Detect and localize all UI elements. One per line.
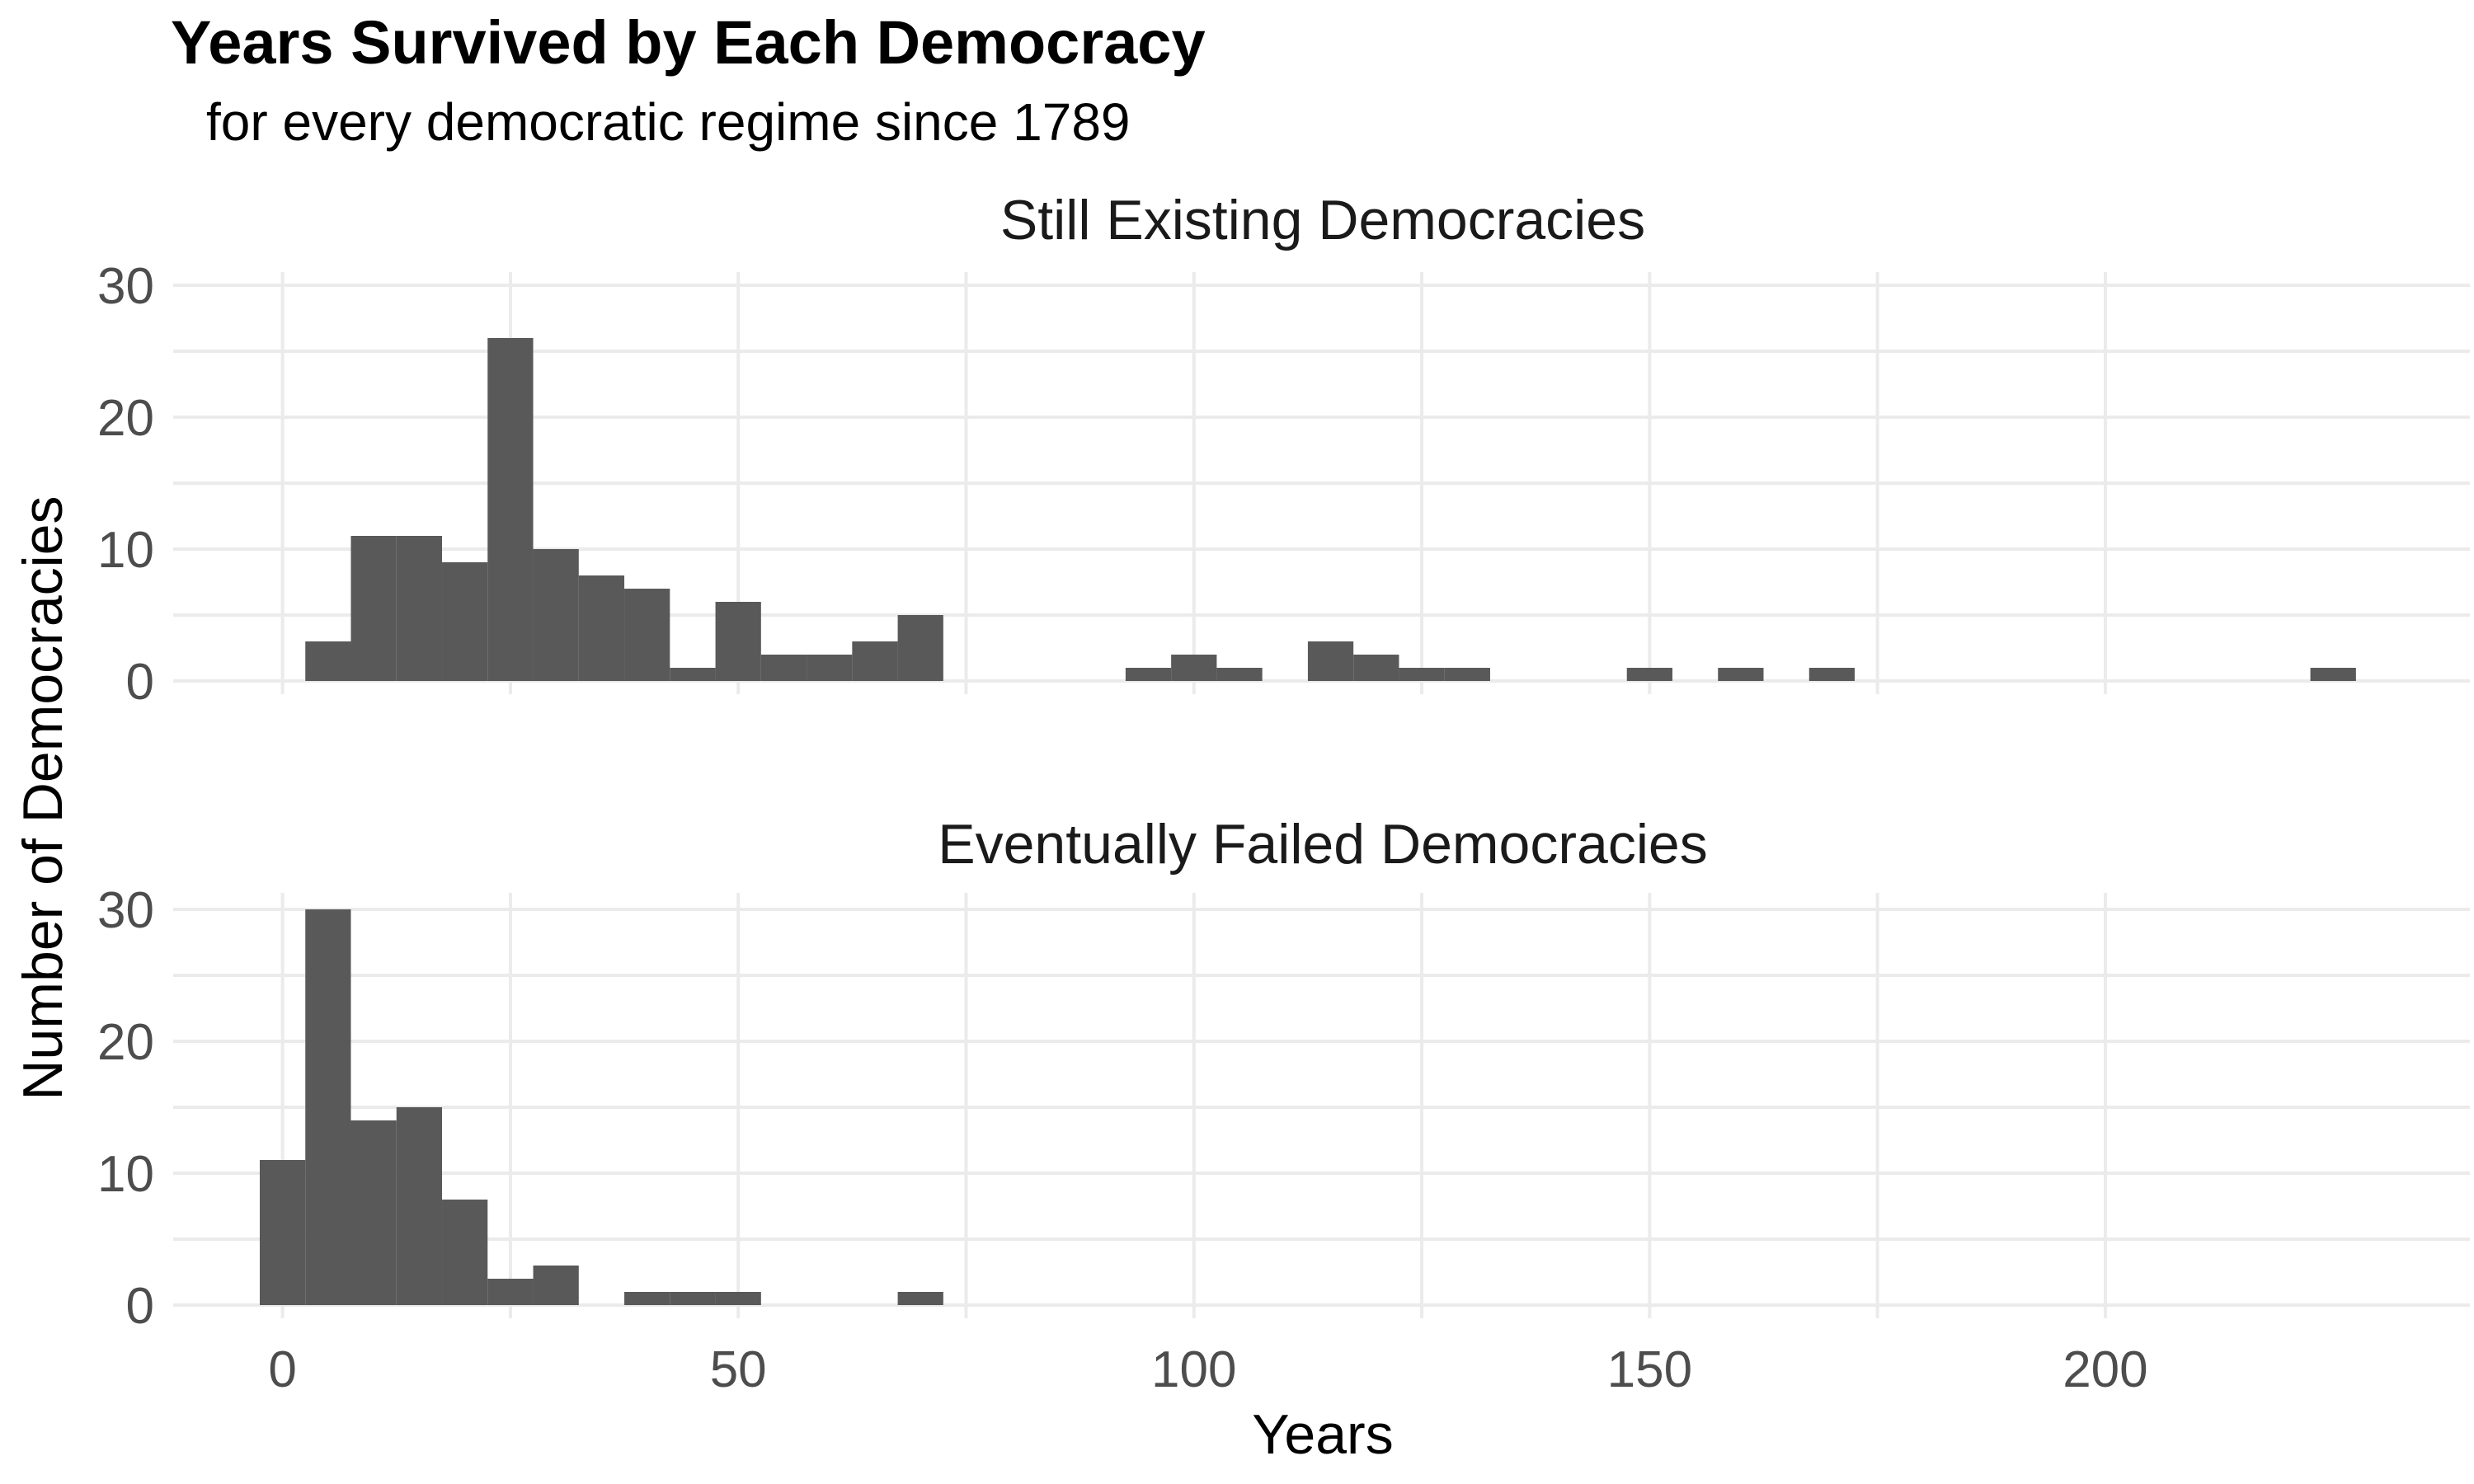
y-tick-label: 0 [126, 654, 154, 711]
histogram-bar [578, 575, 625, 681]
y-tick-label: 30 [97, 882, 154, 939]
histogram-bar [670, 1292, 716, 1305]
histogram-bar [1444, 668, 1490, 681]
histogram-bar [1125, 668, 1172, 681]
histogram-bar [1307, 641, 1354, 681]
histogram-bar [396, 536, 443, 681]
panel-still-existing: Still Existing Democracies 0 10 20 30 [97, 189, 2470, 711]
y-tick-label: 20 [97, 390, 154, 447]
histogram-bar [1171, 655, 1217, 681]
histogram-bar [2310, 668, 2356, 681]
panel-eventually-failed-bars [259, 909, 943, 1305]
histogram-bar [350, 536, 397, 681]
histogram-bar [624, 1292, 670, 1305]
histogram-bar [1399, 668, 1445, 681]
panel-eventually-failed-y-ticks: 0 10 20 30 [97, 882, 154, 1335]
histogram-bar [442, 562, 488, 681]
panel-eventually-failed-grid [173, 893, 2470, 1318]
strip-label-eventually-failed: Eventually Failed Democracies [938, 813, 1708, 876]
histogram-bar [396, 1107, 443, 1305]
histogram-bar [487, 1279, 534, 1305]
chart-subtitle: for every democratic regime since 1789 [206, 92, 1131, 152]
histogram-bar [1808, 668, 1856, 681]
histogram-bar [807, 655, 853, 681]
panel-still-existing-y-ticks: 0 10 20 30 [97, 258, 154, 711]
histogram-bar [852, 641, 898, 681]
histogram-bar [305, 641, 351, 681]
x-tick-label: 200 [2062, 1341, 2147, 1398]
histogram-bar [670, 668, 716, 681]
y-tick-label: 10 [97, 1146, 154, 1203]
y-axis-title: Number of Democracies [12, 495, 74, 1100]
chart-title: Years Survived by Each Democracy [171, 8, 1206, 77]
histogram-bar [897, 1292, 943, 1305]
histogram-bar [487, 338, 534, 681]
histogram-bar [760, 655, 807, 681]
histogram-bar [533, 1266, 579, 1305]
x-axis-title: Years [1252, 1403, 1393, 1466]
histogram-bar [624, 589, 670, 681]
x-tick-label: 150 [1607, 1341, 1692, 1398]
histogram-bar [715, 602, 761, 681]
y-tick-label: 20 [97, 1014, 154, 1071]
panel-still-existing-bars [305, 338, 2356, 681]
x-tick-label: 0 [268, 1341, 296, 1398]
histogram-bar [1353, 655, 1399, 681]
histogram-bar [305, 909, 351, 1305]
strip-label-still-existing: Still Existing Democracies [1000, 189, 1645, 251]
x-tick-label: 50 [710, 1341, 767, 1398]
histogram-bar [1216, 668, 1263, 681]
y-tick-label: 30 [97, 258, 154, 315]
y-tick-label: 0 [126, 1278, 154, 1335]
histogram-bar [350, 1120, 397, 1305]
histogram-bar [1626, 668, 1672, 681]
x-axis-ticks: 0 50 100 150 200 [268, 1341, 2147, 1398]
histogram-bar [715, 1292, 761, 1305]
histogram-bar [259, 1160, 306, 1305]
histogram-bar [897, 615, 943, 681]
panel-eventually-failed: Eventually Failed Democracies 0 10 20 30 [97, 813, 2470, 1335]
x-tick-label: 100 [1151, 1341, 1236, 1398]
histogram-bar [1718, 668, 1764, 681]
y-tick-label: 10 [97, 522, 154, 579]
histogram-bar [533, 549, 579, 681]
histogram-bar [442, 1200, 488, 1305]
